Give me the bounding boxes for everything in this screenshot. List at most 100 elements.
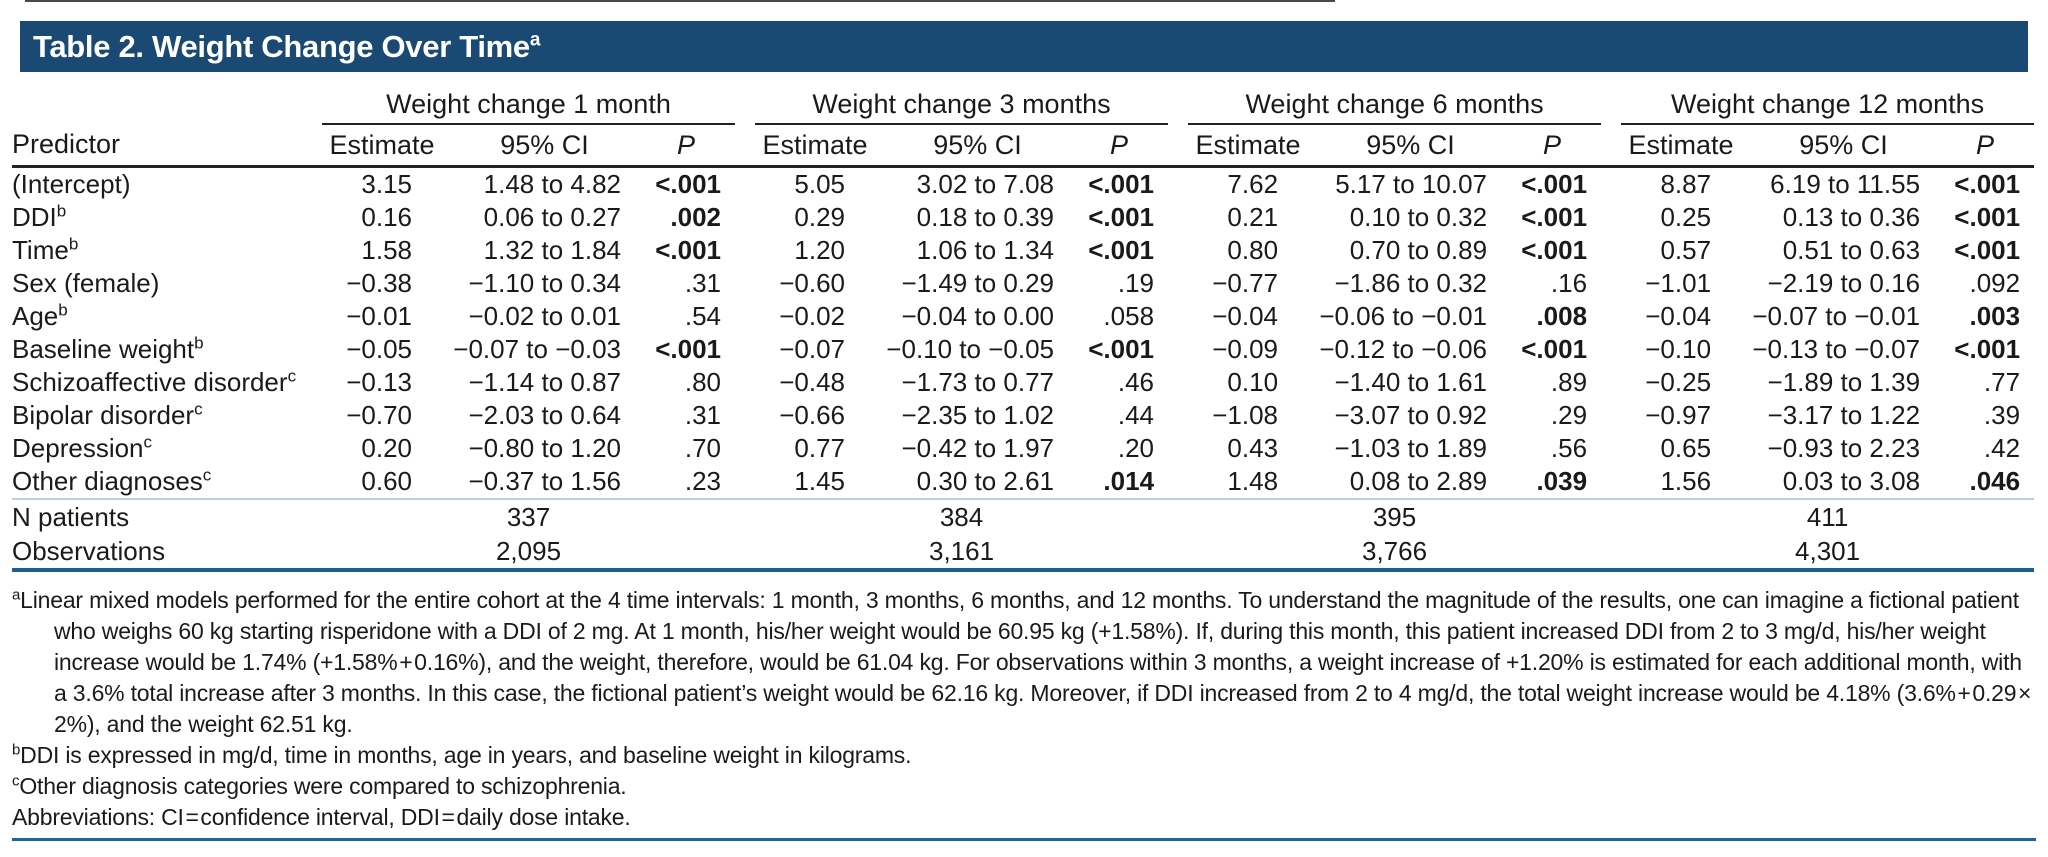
spacer xyxy=(735,300,755,333)
estimate-cell: 0.80 xyxy=(1227,235,1279,265)
col-header-ci: 95% CI xyxy=(442,124,647,168)
ci-cell: −3.07 to 0.92 xyxy=(1334,400,1488,430)
p-value-cell: .092 xyxy=(1969,268,2021,298)
p-value-cell: <.001 xyxy=(1521,334,1588,364)
estimate-cell: −0.07 xyxy=(779,334,846,364)
footnote-c: cOther diagnosis categories were compare… xyxy=(12,771,2036,802)
footnote-marker: c xyxy=(12,772,20,790)
col-header-estimate: Estimate xyxy=(1188,124,1309,168)
ci-cell: −3.17 to 1.22 xyxy=(1767,400,1921,430)
predictor-label: (Intercept) xyxy=(12,169,131,199)
ci-cell: −0.80 to 1.20 xyxy=(468,433,621,463)
col-header-predictor: Predictor xyxy=(12,124,322,168)
spacer xyxy=(1168,465,1188,499)
estimate-cell: −0.60 xyxy=(779,268,846,298)
spacer xyxy=(735,234,755,267)
estimate-cell: 1.56 xyxy=(1660,466,1712,496)
column-header-row: Predictor Estimate 95% CI P Estimate 95%… xyxy=(12,124,2035,168)
predictor-footnote-marker: b xyxy=(194,333,204,353)
ci-cell: 0.08 to 2.89 xyxy=(1349,466,1488,496)
group-header-12-months: Weight change 12 months xyxy=(1621,84,2035,125)
p-value-cell: .19 xyxy=(1117,268,1155,298)
predictor-cell: Other diagnosesc xyxy=(12,465,322,499)
predictor-footnote-marker: b xyxy=(56,201,67,221)
estimate-cell: −0.66 xyxy=(779,400,846,430)
p-value-cell: <.001 xyxy=(655,235,722,265)
footnote-b: bDDI is expressed in mg/d, time in month… xyxy=(12,740,2036,771)
spacer xyxy=(1601,465,1621,499)
p-value-cell: <.001 xyxy=(1521,202,1588,232)
spacer xyxy=(1168,534,1189,572)
ci-cell: −1.10 to 0.34 xyxy=(468,268,621,298)
predictor-cell: (Intercept) xyxy=(12,167,322,202)
ci-cell: −0.06 to −0.01 xyxy=(1319,301,1488,331)
spacer xyxy=(1601,432,1621,465)
estimate-cell: 1.20 xyxy=(794,235,846,265)
estimate-cell: 1.45 xyxy=(794,466,846,496)
spacer xyxy=(1168,366,1188,399)
predictor-cell: Schizoaffective disorderc xyxy=(12,366,322,399)
p-value-cell: .014 xyxy=(1103,466,1155,496)
group-header-1-month: Weight change 1 month xyxy=(322,84,736,125)
p-value-cell: .003 xyxy=(1969,301,2021,331)
estimate-cell: 1.48 xyxy=(1227,466,1279,496)
p-value-cell: .89 xyxy=(1550,367,1588,397)
spacer xyxy=(735,465,755,499)
spacer xyxy=(735,333,755,366)
results-table: Weight change 1 month Weight change 3 mo… xyxy=(12,84,2035,572)
predictor-label: Bipolar disorder xyxy=(12,400,195,430)
estimate-cell: 0.60 xyxy=(361,466,412,496)
predictor-footnote-marker: b xyxy=(68,234,79,254)
spacer xyxy=(735,498,756,534)
predictor-cell: Ageb xyxy=(12,300,322,333)
n-patients-3-months: 384 xyxy=(755,498,1169,534)
p-value-cell: .39 xyxy=(1983,400,2021,430)
footnote-text: Other diagnosis categories were compared… xyxy=(19,773,627,799)
ci-cell: 3.02 to 7.08 xyxy=(916,169,1055,199)
predictor-label: Depression xyxy=(12,433,144,463)
estimate-cell: 0.77 xyxy=(794,433,846,463)
estimate-cell: 0.25 xyxy=(1660,202,1712,232)
spacer xyxy=(1601,267,1621,300)
estimate-cell: −0.38 xyxy=(346,268,412,298)
estimate-cell: −0.77 xyxy=(1212,268,1279,298)
ci-cell: 1.06 to 1.34 xyxy=(916,235,1055,265)
ci-cell: −1.14 to 0.87 xyxy=(468,367,621,397)
estimate-cell: −1.01 xyxy=(1645,268,1712,298)
predictor-cell: Depressionc xyxy=(12,432,322,465)
estimate-cell: −0.10 xyxy=(1645,334,1712,364)
estimate-cell: 0.57 xyxy=(1660,235,1712,265)
estimate-cell: −0.04 xyxy=(1212,301,1279,331)
spacer xyxy=(735,432,755,465)
predictor-label: Baseline weight xyxy=(12,334,195,364)
footnote-text: DDI is expressed in mg/d, time in months… xyxy=(20,742,912,768)
predictor-footnote-marker: c xyxy=(202,465,212,485)
p-value-cell: .46 xyxy=(1117,367,1155,397)
estimate-cell: 0.43 xyxy=(1227,433,1279,463)
ci-cell: 0.03 to 3.08 xyxy=(1782,466,1921,496)
ci-cell: 0.18 to 0.39 xyxy=(916,202,1055,232)
table-row: Bipolar disorderc −0.70 −2.03 to 0.64 .31 −0… xyxy=(12,399,2034,432)
p-value-cell: .046 xyxy=(1969,466,2021,496)
spacer xyxy=(1601,234,1621,267)
p-value-cell: <.001 xyxy=(1088,334,1155,364)
p-value-cell: .002 xyxy=(670,202,722,232)
ci-cell: −0.07 to −0.01 xyxy=(1752,301,1921,331)
ci-cell: 0.13 to 0.36 xyxy=(1782,202,1921,232)
p-value-cell: .29 xyxy=(1550,400,1588,430)
spacer xyxy=(735,534,756,572)
p-value-cell: .039 xyxy=(1536,466,1588,496)
col-header-estimate: Estimate xyxy=(322,124,442,168)
observations-row: Observations 2,095 3,161 3,766 4,301 xyxy=(12,534,2035,572)
table-title-footnote-marker: a xyxy=(529,29,541,51)
p-value-cell: <.001 xyxy=(1954,202,2021,232)
ci-cell: 0.10 to 0.32 xyxy=(1349,202,1488,232)
estimate-cell: 0.16 xyxy=(361,202,412,232)
ci-cell: −0.04 to 0.00 xyxy=(901,301,1055,331)
p-value-cell: .70 xyxy=(684,433,722,463)
spacer xyxy=(735,167,755,202)
p-value-cell: <.001 xyxy=(1954,334,2021,364)
predictor-cell: DDIb xyxy=(12,201,322,234)
table-title-text: Table 2. Weight Change Over Time xyxy=(33,29,530,64)
spacer xyxy=(735,267,755,300)
